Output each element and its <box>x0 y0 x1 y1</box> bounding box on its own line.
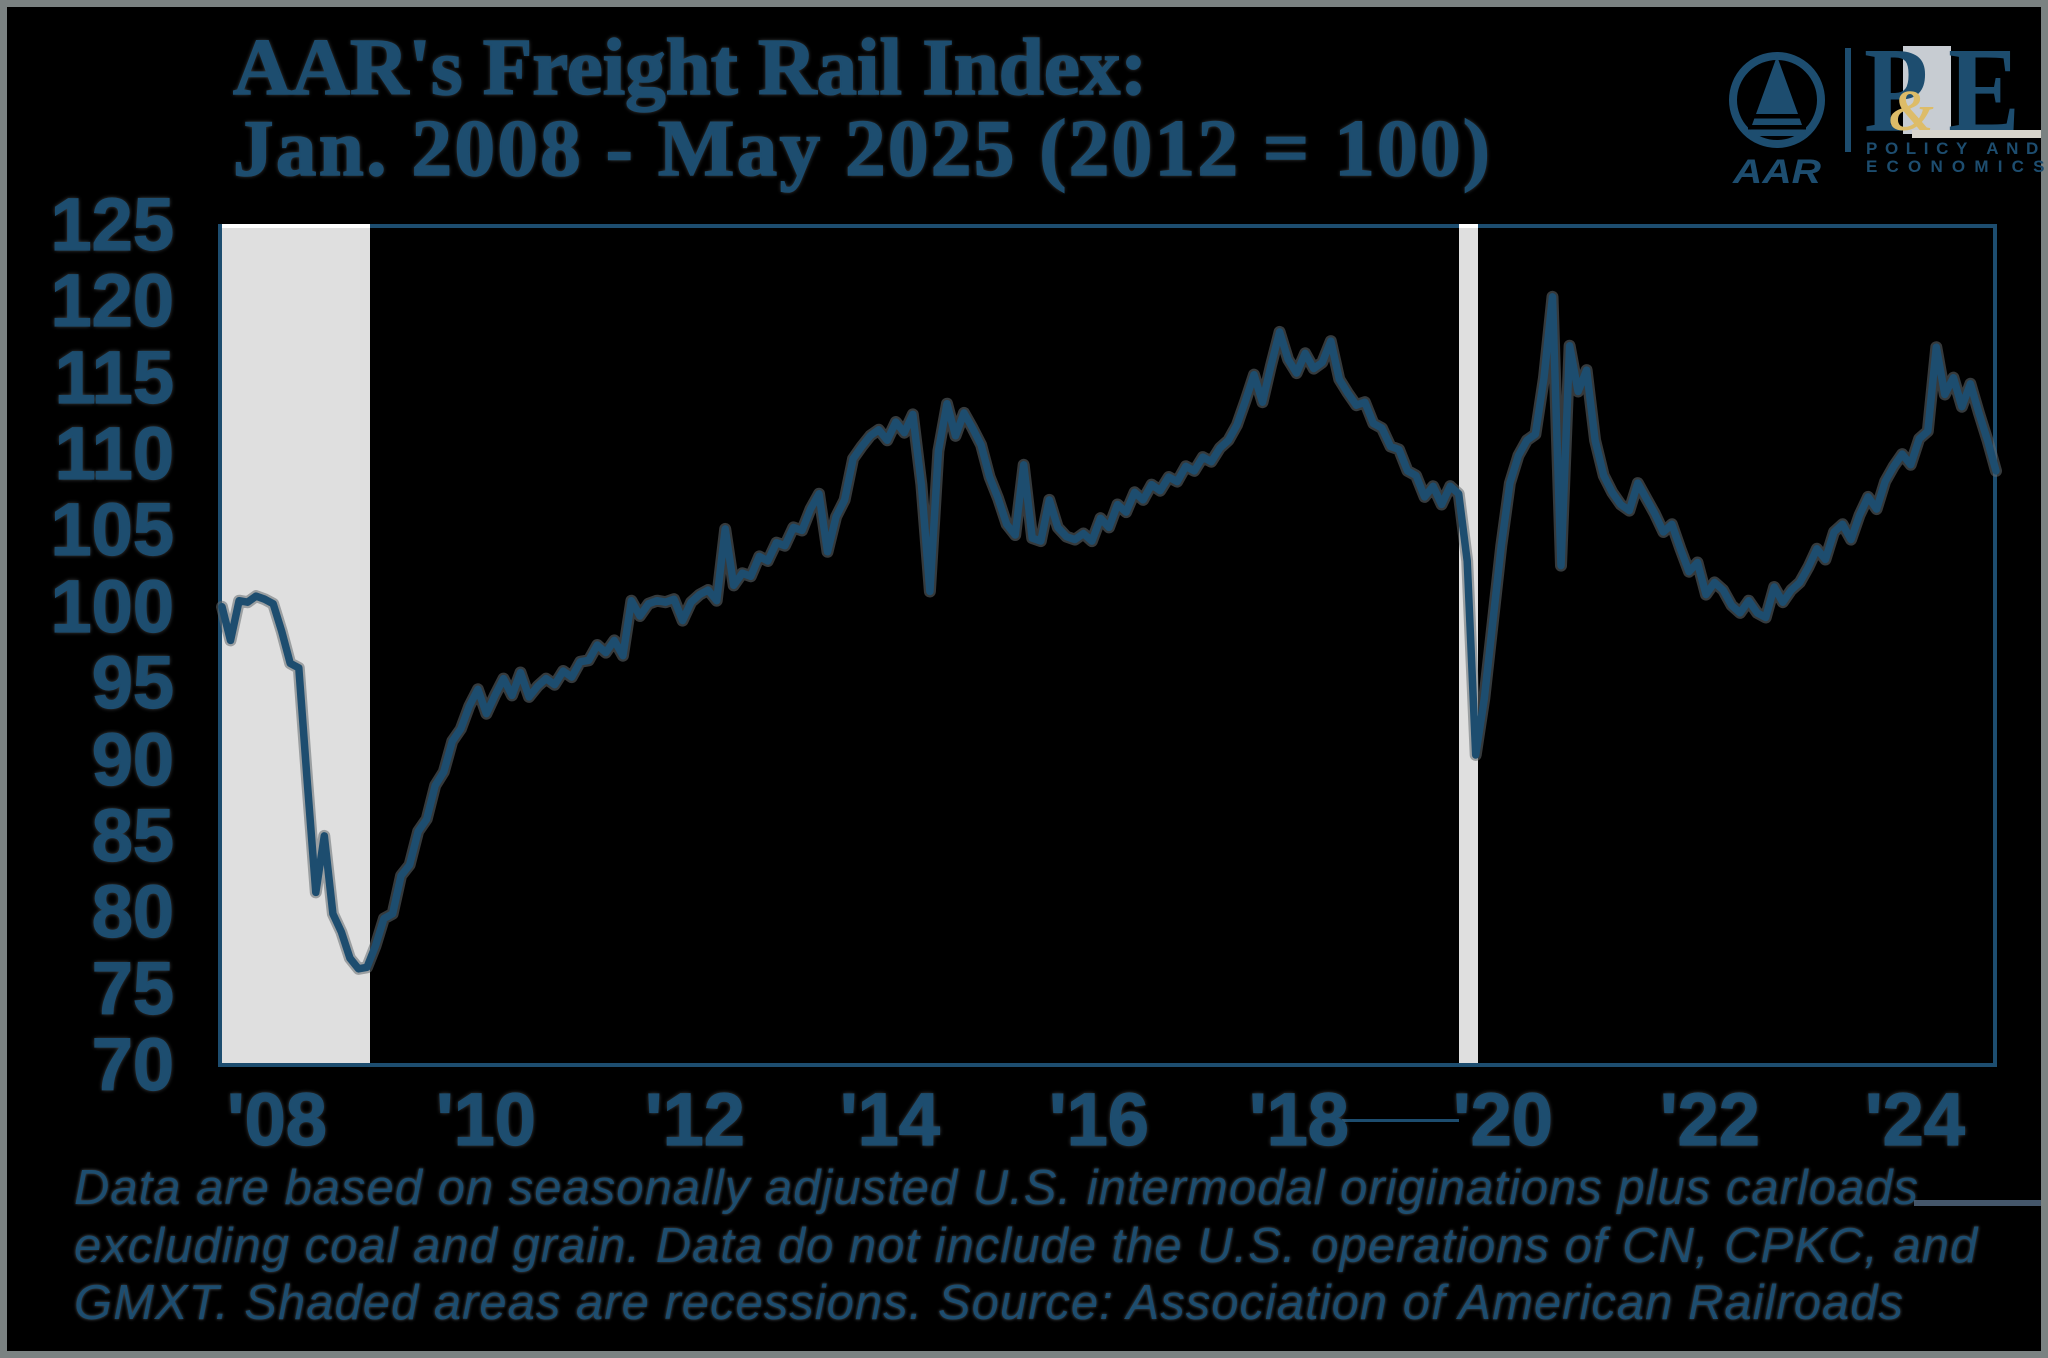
svg-text:POLICY AND: POLICY AND <box>1866 139 2046 158</box>
svg-text:ECONOMICS: ECONOMICS <box>1866 157 2048 176</box>
svg-text:AAR: AAR <box>1732 153 1822 190</box>
